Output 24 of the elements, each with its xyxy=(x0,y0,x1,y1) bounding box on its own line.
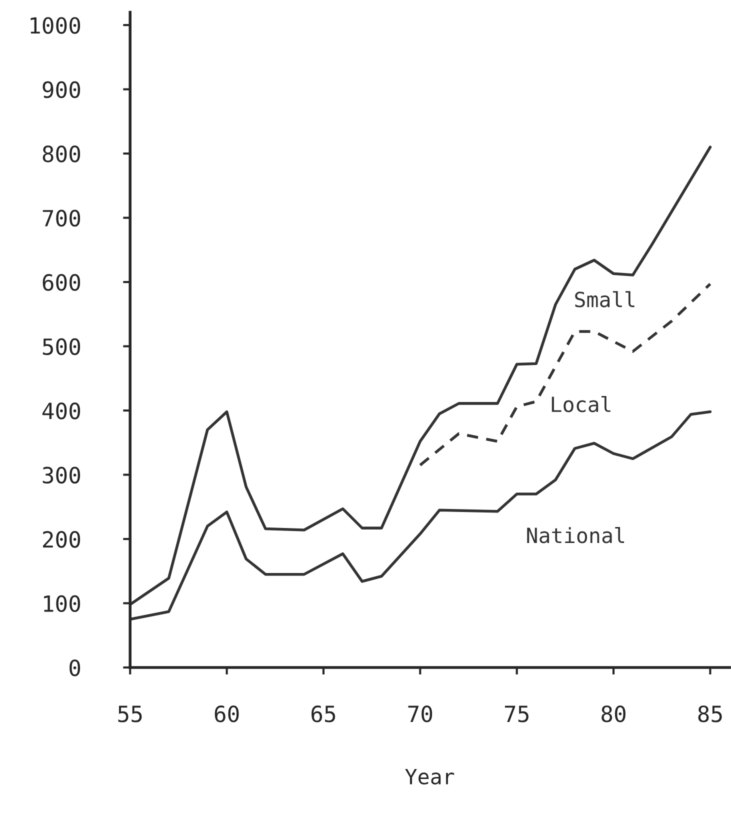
x-tick-label: 60 xyxy=(214,705,239,722)
x-tick-label: 70 xyxy=(408,705,432,722)
x-tick-label: 80 xyxy=(602,705,626,722)
series-label: National xyxy=(527,527,624,544)
x-axis-title: Year xyxy=(405,769,454,785)
x-tick-label: 75 xyxy=(504,706,528,722)
y-tick-label: 0 xyxy=(70,659,80,676)
y-tick-label: 800 xyxy=(42,146,80,162)
x-tick-label: 55 xyxy=(118,706,142,722)
y-tick-label: 300 xyxy=(42,466,80,484)
line-series xyxy=(418,282,712,467)
y-tick-label: 100 xyxy=(44,595,80,612)
y-tick-label: 1000 xyxy=(30,17,80,34)
y-tick-label: 400 xyxy=(42,402,80,420)
y-tick-label: 600 xyxy=(42,274,80,291)
series-label: Local xyxy=(552,396,610,412)
y-tick-label: 500 xyxy=(42,338,80,356)
y-tick-label: 900 xyxy=(42,81,80,98)
y-tick-label: 700 xyxy=(42,210,80,227)
y-tick-label: 200 xyxy=(43,531,80,548)
x-tick-label: 65 xyxy=(312,705,336,722)
series-label: Small xyxy=(575,291,634,308)
x-tick-label: 85 xyxy=(698,705,722,722)
line-series xyxy=(130,146,712,606)
